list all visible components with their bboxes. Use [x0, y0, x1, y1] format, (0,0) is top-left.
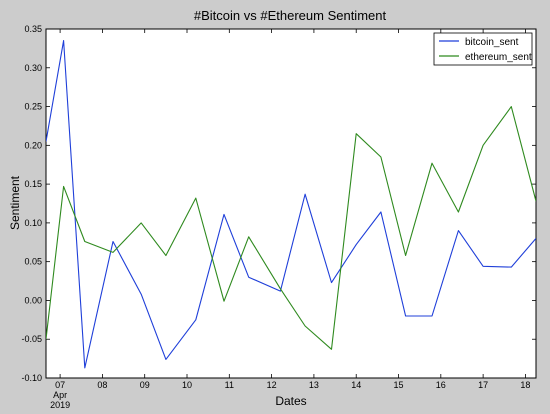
series-line-ethereum: [46, 106, 536, 350]
y-tick-label: 0.05: [24, 257, 42, 267]
x-tick-label: 08: [97, 380, 107, 390]
x-tick-label: 07: [55, 380, 65, 390]
x-tick-label: 18: [520, 380, 530, 390]
x-axis: 07 08 09 10 11 12 13 14 15 16 17 18: [55, 29, 530, 390]
x-tick-label: 12: [267, 380, 277, 390]
y-axis: 0.35 0.30 0.25 0.20 0.15 0.10 0.05 0.00 -0.05 -0.…: [21, 24, 536, 383]
y-tick-label: 0.15: [24, 179, 42, 189]
y-tick-label: 0.10: [24, 218, 42, 228]
x-tick-label: 09: [140, 380, 150, 390]
chart-title: #Bitcoin vs #Ethereum Sentiment: [194, 8, 387, 23]
series-line-bitcoin: [46, 40, 536, 369]
legend: bitcoin_sent ethereum_sent: [433, 32, 533, 66]
plot-area: [45, 28, 537, 379]
x-tick-sublabel-month: Apr: [53, 390, 67, 400]
x-tick-label: 14: [351, 380, 361, 390]
legend-label-ethereum: ethereum_sent: [465, 52, 532, 63]
x-tick-label: 10: [182, 380, 192, 390]
y-tick-label: 0.20: [24, 140, 42, 150]
y-tick-label: -0.05: [21, 334, 42, 344]
x-tick-label: 13: [309, 380, 319, 390]
x-tick-label: 16: [436, 380, 446, 390]
y-tick-label: -0.10: [21, 373, 42, 383]
x-tick-sublabel-year: 2019: [50, 400, 70, 410]
y-tick-label: 0.00: [24, 295, 42, 305]
series-lines: [46, 40, 536, 369]
x-tick-label: 17: [478, 380, 488, 390]
y-tick-label: 0.35: [24, 24, 42, 34]
y-tick-label: 0.25: [24, 102, 42, 112]
x-axis-label: Dates: [275, 394, 306, 408]
legend-label-bitcoin: bitcoin_sent: [465, 37, 519, 48]
y-axis-label: Sentiment: [8, 175, 22, 230]
x-tick-label: 15: [394, 380, 404, 390]
y-tick-label: 0.30: [24, 63, 42, 73]
x-tick-label: 11: [225, 380, 234, 390]
legend-box: [433, 32, 533, 66]
